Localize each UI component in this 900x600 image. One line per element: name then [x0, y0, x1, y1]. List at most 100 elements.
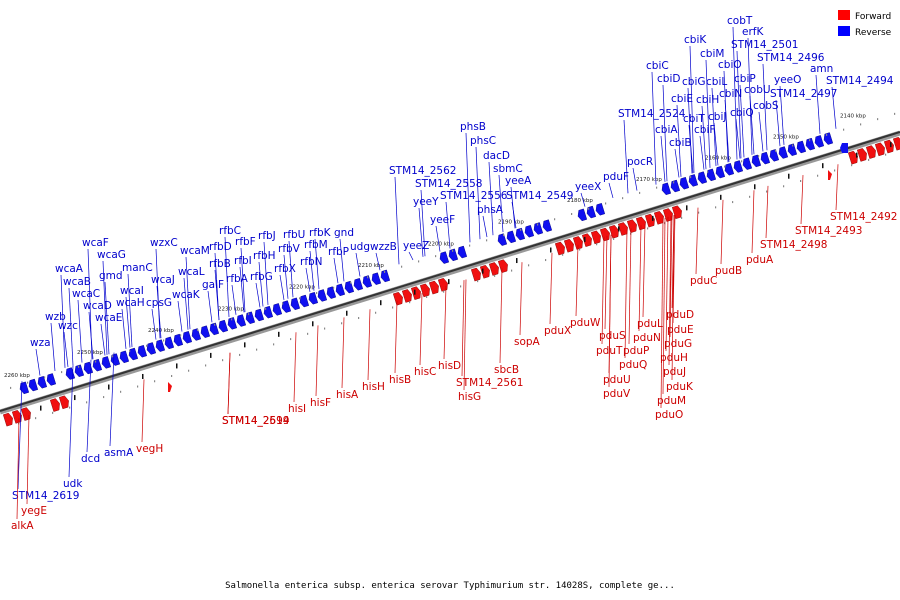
reverse-gene-arrow[interactable]: [109, 353, 121, 367]
reverse-gene-arrow[interactable]: [27, 378, 39, 392]
forward-gene-label[interactable]: pduA: [746, 254, 774, 266]
reverse-gene-label[interactable]: cbiA: [655, 124, 678, 136]
forward-gene-label[interactable]: pduV: [603, 388, 631, 400]
forward-gene-arrow[interactable]: [662, 208, 674, 222]
reverse-gene-label[interactable]: yeeO: [774, 74, 801, 86]
forward-gene-label[interactable]: STM14_2614: [222, 415, 290, 427]
reverse-gene-label[interactable]: amn: [810, 63, 833, 75]
reverse-gene-label[interactable]: cobS: [753, 100, 779, 112]
reverse-gene-arrow[interactable]: [163, 336, 175, 350]
forward-gene-label[interactable]: pduJ: [663, 366, 686, 378]
forward-gene-label[interactable]: hisI: [288, 403, 306, 415]
reverse-gene-arrow[interactable]: [217, 319, 229, 333]
reverse-gene-label[interactable]: wzb: [45, 311, 66, 323]
forward-gene-arrow[interactable]: [58, 395, 70, 410]
reverse-gene-label[interactable]: rfbU: [283, 229, 305, 241]
forward-gene-arrow[interactable]: [11, 410, 23, 424]
forward-gene-label[interactable]: pduH: [660, 352, 688, 364]
forward-gene-label[interactable]: STM14_2492: [830, 211, 897, 223]
reverse-gene-label[interactable]: cbiO: [718, 59, 742, 71]
reverse-gene-arrow[interactable]: [343, 280, 355, 294]
reverse-gene-arrow[interactable]: [523, 225, 535, 238]
reverse-gene-arrow[interactable]: [199, 325, 211, 339]
reverse-gene-label[interactable]: wcaF: [82, 237, 109, 249]
reverse-gene-arrow[interactable]: [64, 367, 76, 381]
reverse-gene-label[interactable]: phsB: [460, 121, 486, 133]
reverse-gene-label[interactable]: cbiF: [694, 124, 715, 136]
forward-gene-label[interactable]: hisC: [414, 366, 436, 378]
reverse-gene-arrow[interactable]: [576, 208, 588, 222]
forward-gene-label[interactable]: pduM: [657, 395, 686, 407]
reverse-gene-label[interactable]: rfbI: [234, 255, 252, 267]
reverse-gene-arrow[interactable]: [777, 146, 789, 160]
forward-gene-arrow[interactable]: [865, 145, 877, 159]
reverse-gene-arrow[interactable]: [750, 154, 762, 168]
reverse-gene-label[interactable]: yeeA: [505, 175, 532, 187]
forward-gene-label[interactable]: yegE: [21, 505, 47, 517]
reverse-gene-label[interactable]: STM14_2549: [506, 190, 573, 202]
reverse-gene-arrow[interactable]: [594, 203, 606, 216]
forward-gene-label[interactable]: pduU: [603, 374, 631, 386]
reverse-gene-arrow[interactable]: [36, 375, 48, 389]
forward-gene-label[interactable]: hisG: [458, 391, 481, 403]
forward-gene-label[interactable]: hisF: [310, 397, 331, 409]
reverse-gene-label[interactable]: cbiC: [646, 60, 669, 72]
reverse-gene-label[interactable]: rfbP: [328, 246, 349, 258]
reverse-gene-label[interactable]: yeeX: [575, 181, 601, 193]
reverse-gene-arrow[interactable]: [660, 182, 672, 196]
reverse-gene-arrow[interactable]: [118, 350, 130, 364]
reverse-gene-label[interactable]: STM14_2497: [770, 88, 837, 100]
reverse-gene-label[interactable]: wzxC: [150, 237, 178, 249]
reverse-gene-label[interactable]: cbiK: [684, 34, 707, 46]
reverse-gene-arrow[interactable]: [271, 303, 283, 316]
reverse-gene-label[interactable]: wzc: [58, 320, 78, 332]
reverse-gene-label[interactable]: cbiG: [682, 76, 706, 88]
forward-gene-arrow[interactable]: [892, 136, 900, 151]
forward-gene-arrow[interactable]: [847, 150, 859, 165]
reverse-gene-label[interactable]: wcaD: [83, 300, 112, 312]
reverse-gene-label[interactable]: gmd: [99, 270, 123, 282]
reverse-gene-label[interactable]: cbiT: [683, 113, 705, 125]
reverse-gene-label[interactable]: cobU: [744, 84, 771, 96]
reverse-gene-label[interactable]: wcaK: [172, 289, 201, 301]
reverse-gene-arrow[interactable]: [127, 347, 139, 361]
forward-gene-label[interactable]: pduX: [544, 325, 571, 337]
reverse-gene-label[interactable]: rfbC: [219, 225, 241, 237]
forward-gene-arrow[interactable]: [497, 259, 509, 273]
reverse-gene-arrow[interactable]: [505, 230, 517, 244]
reverse-gene-arrow[interactable]: [45, 373, 57, 386]
reverse-gene-label[interactable]: rfbH: [253, 250, 276, 262]
forward-gene-label[interactable]: pduC: [690, 275, 717, 287]
reverse-gene-label[interactable]: wcaI: [120, 285, 144, 297]
reverse-gene-arrow[interactable]: [759, 151, 771, 165]
reverse-gene-arrow[interactable]: [840, 143, 848, 153]
reverse-gene-label[interactable]: cbiB: [669, 137, 692, 149]
reverse-gene-arrow[interactable]: [235, 314, 247, 328]
reverse-gene-arrow[interactable]: [714, 165, 726, 179]
reverse-gene-arrow[interactable]: [145, 342, 157, 355]
forward-gene-arrow[interactable]: [437, 278, 449, 292]
reverse-gene-label[interactable]: STM14_2494: [826, 75, 894, 87]
reverse-gene-arrow[interactable]: [154, 339, 166, 353]
reverse-gene-arrow[interactable]: [456, 245, 468, 259]
forward-gene-label[interactable]: hisB: [389, 374, 411, 386]
forward-gene-arrow[interactable]: [617, 222, 629, 236]
forward-gene-arrow[interactable]: [419, 283, 431, 298]
forward-gene-label[interactable]: hisD: [438, 360, 461, 372]
reverse-gene-arrow[interactable]: [73, 364, 85, 378]
forward-gene-label[interactable]: pduD: [666, 309, 694, 321]
reverse-gene-arrow[interactable]: [91, 358, 103, 372]
reverse-gene-arrow[interactable]: [447, 248, 459, 262]
forward-gene-arrow[interactable]: [581, 233, 593, 247]
reverse-gene-arrow[interactable]: [438, 251, 450, 265]
forward-gene-label[interactable]: pduS: [599, 330, 626, 342]
reverse-gene-label[interactable]: galF: [202, 279, 224, 291]
reverse-gene-label[interactable]: yeeZ: [403, 240, 429, 252]
forward-gene-label[interactable]: pduL: [637, 318, 663, 330]
forward-gene-arrow[interactable]: [653, 211, 665, 225]
reverse-gene-arrow[interactable]: [190, 328, 202, 342]
reverse-gene-label[interactable]: udk: [63, 478, 83, 490]
reverse-gene-label[interactable]: pocR: [627, 156, 653, 168]
forward-gene-label[interactable]: pduK: [666, 381, 694, 393]
reverse-gene-label[interactable]: wcaC: [72, 288, 100, 300]
